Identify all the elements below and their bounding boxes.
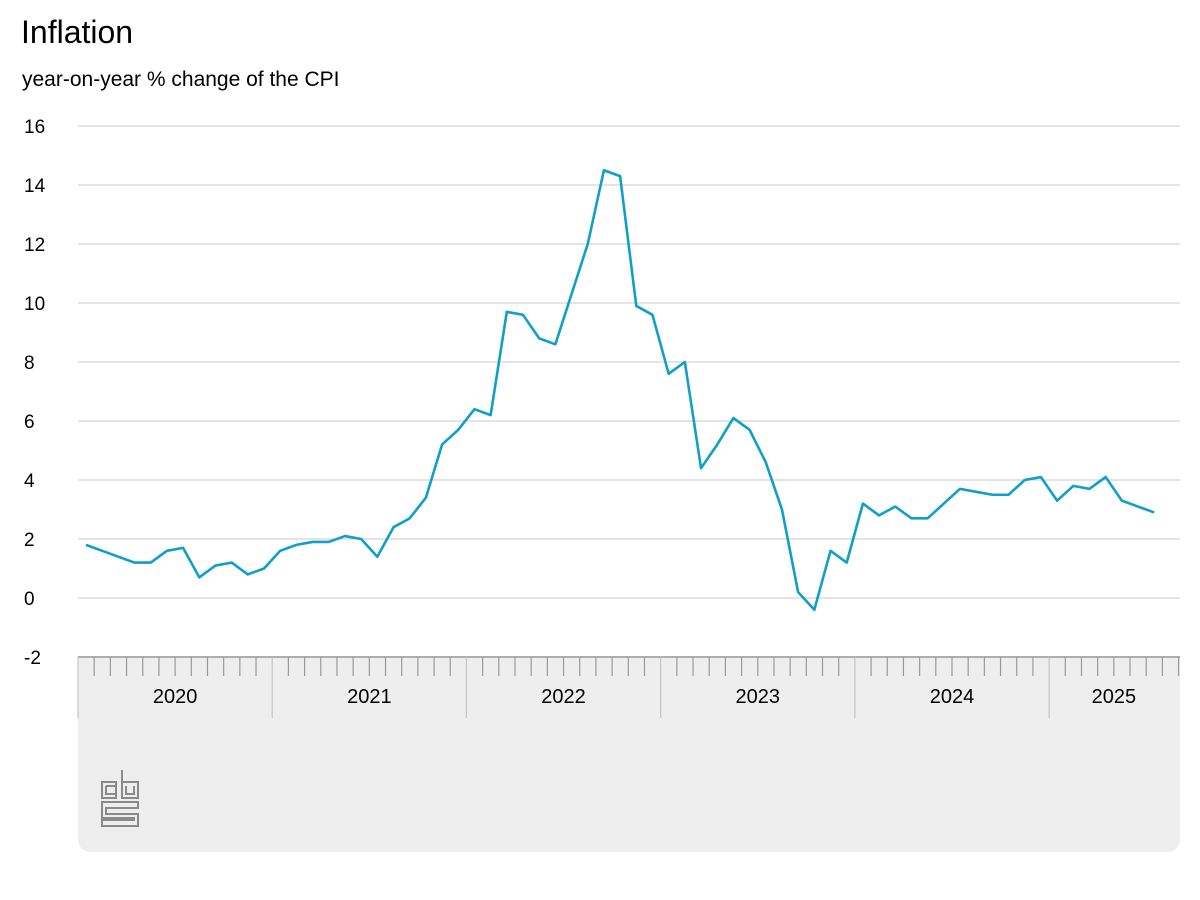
y-tick-label: -2 [24,648,41,669]
data-point[interactable] [811,607,817,613]
data-point[interactable] [115,554,121,560]
data-point[interactable] [860,501,866,507]
data-point[interactable] [1103,474,1109,480]
data-point[interactable] [569,291,575,297]
data-point[interactable] [989,492,995,498]
data-point[interactable] [779,507,785,513]
data-point[interactable] [698,465,704,471]
data-point[interactable] [1054,498,1060,504]
data-point[interactable] [423,495,429,501]
data-point[interactable] [536,335,542,341]
data-point[interactable] [520,312,526,318]
x-year-label: 2023 [736,686,781,708]
chart-title: Inflation [21,14,134,50]
data-point[interactable] [682,359,688,365]
y-tick-label: 16 [24,117,45,138]
data-point[interactable] [617,173,623,179]
series-layer [83,167,1157,613]
data-point[interactable] [358,536,364,542]
chart-subtitle: year-on-year % change of the CPI [22,68,340,91]
y-tick-label: 0 [24,589,35,610]
data-point[interactable] [908,515,914,521]
data-point[interactable] [957,486,963,492]
series-line [85,168,1155,612]
data-point[interactable] [342,533,348,539]
x-axis-panel [78,656,1180,852]
data-point[interactable] [310,539,316,545]
data-point[interactable] [180,545,186,551]
data-point[interactable] [326,539,332,545]
y-tick-label: 12 [24,235,45,256]
data-point[interactable] [374,554,380,560]
data-point[interactable] [763,459,769,465]
x-year-label: 2025 [1092,686,1137,708]
data-point[interactable] [747,427,753,433]
data-point[interactable] [504,309,510,315]
x-year-label: 2021 [347,686,392,708]
data-point[interactable] [164,548,170,554]
y-tick-label: 6 [24,412,35,433]
data-point[interactable] [245,571,251,577]
data-point[interactable] [439,442,445,448]
data-point[interactable] [941,501,947,507]
data-point[interactable] [585,241,591,247]
y-axis-tick-labels: 16 14 12 10 8 6 4 2 0 -2 [24,117,46,669]
y-tick-label: 10 [24,294,45,315]
data-point[interactable] [99,548,105,554]
data-point[interactable] [132,560,138,566]
data-point[interactable] [925,515,931,521]
x-axis: 2020 2021 2022 2023 2024 2025 [77,657,1180,718]
data-point[interactable] [83,542,89,548]
data-point[interactable] [876,512,882,518]
data-point[interactable] [1119,498,1125,504]
data-point[interactable] [212,563,218,569]
cbs-logo-icon [101,770,139,827]
data-point[interactable] [261,566,267,572]
data-point[interactable] [649,312,655,318]
data-point[interactable] [844,560,850,566]
data-point[interactable] [601,167,607,173]
data-point[interactable] [471,406,477,412]
grid-lines [78,125,1180,658]
data-point[interactable] [293,542,299,548]
data-point[interactable] [552,341,558,347]
data-point[interactable] [1038,474,1044,480]
data-point[interactable] [455,427,461,433]
y-tick-label: 4 [24,471,35,492]
data-point[interactable] [148,560,154,566]
data-point[interactable] [828,548,834,554]
data-point[interactable] [1070,483,1076,489]
x-year-label: 2022 [541,686,586,708]
data-point[interactable] [973,489,979,495]
data-point[interactable] [1006,492,1012,498]
y-tick-label: 14 [24,176,46,197]
data-point[interactable] [1022,477,1028,483]
data-point[interactable] [229,560,235,566]
data-point[interactable] [666,371,672,377]
y-tick-label: 2 [24,530,35,551]
data-point[interactable] [730,415,736,421]
data-point[interactable] [795,589,801,595]
x-year-label: 2020 [153,686,198,708]
y-tick-label: 8 [24,353,35,374]
data-point[interactable] [277,548,283,554]
data-point[interactable] [407,515,413,521]
data-point[interactable] [1151,509,1157,515]
data-point[interactable] [488,412,494,418]
data-point[interactable] [391,524,397,530]
data-point[interactable] [714,442,720,448]
data-point[interactable] [1135,504,1141,510]
data-point[interactable] [892,504,898,510]
data-point[interactable] [633,303,639,309]
x-year-label: 2024 [930,686,975,708]
data-point[interactable] [196,574,202,580]
data-point[interactable] [1086,486,1092,492]
